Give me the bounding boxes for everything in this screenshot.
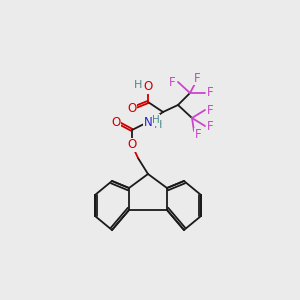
- Text: H: H: [154, 120, 162, 130]
- Text: O: O: [143, 80, 153, 94]
- Text: F: F: [195, 128, 201, 142]
- Text: O: O: [128, 103, 136, 116]
- Text: N: N: [144, 116, 152, 128]
- Text: H: H: [134, 80, 142, 90]
- Text: F: F: [207, 119, 213, 133]
- Text: F: F: [169, 76, 175, 88]
- Text: O: O: [128, 139, 136, 152]
- Text: H: H: [152, 115, 160, 125]
- Text: O: O: [111, 116, 121, 128]
- Text: F: F: [207, 103, 213, 116]
- Text: F: F: [194, 71, 200, 85]
- Text: F: F: [207, 86, 213, 100]
